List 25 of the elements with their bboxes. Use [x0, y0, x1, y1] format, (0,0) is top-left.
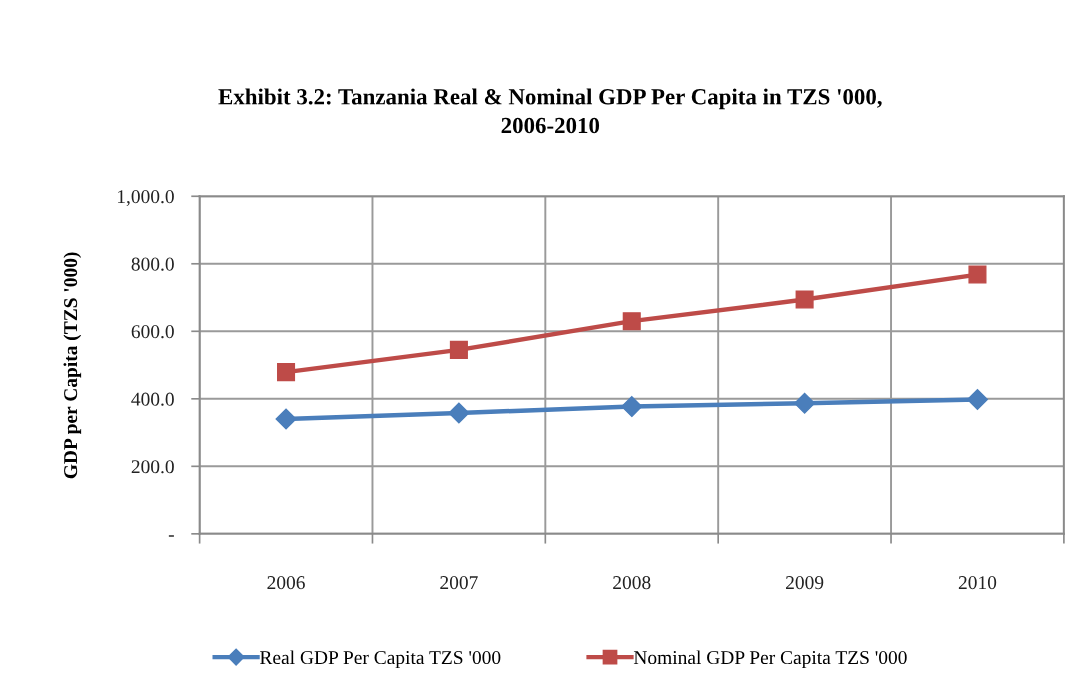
- point: [621, 396, 643, 418]
- x-tick-label: 2009: [786, 576, 824, 590]
- x-tick-label: 2006: [267, 576, 305, 590]
- point: [448, 402, 470, 424]
- point: [795, 290, 814, 309]
- point: [275, 408, 297, 430]
- y-tick-label: 600.0: [131, 325, 174, 339]
- y-tick-label: 200.0: [131, 460, 174, 474]
- legend-label: Real GDP Per Capita TZS '000: [260, 650, 501, 669]
- point: [966, 388, 988, 410]
- y-axis-title: GDP per Capita (TZS '000): [63, 252, 82, 479]
- y-tick-label: -: [168, 535, 174, 537]
- point: [449, 340, 468, 359]
- y-tick-label: 400.0: [131, 392, 174, 406]
- y-tick-label: 800.0: [131, 257, 174, 271]
- point: [794, 392, 816, 414]
- point: [277, 363, 296, 382]
- chart-title: Exhibit 3.2: Tanzania Real & Nominal GDP Per Capita in TZS '000, 2006-2010: [218, 88, 882, 134]
- x-tick-label: 2010: [958, 576, 997, 590]
- y-tick-label: 1,000.0: [117, 190, 174, 207]
- legend-label: Nominal GDP Per Capita TZS '000: [633, 650, 907, 669]
- point: [968, 265, 987, 284]
- x-tick-label: 2007: [440, 576, 478, 590]
- point: [622, 312, 641, 331]
- x-tick-label: 2008: [613, 576, 651, 590]
